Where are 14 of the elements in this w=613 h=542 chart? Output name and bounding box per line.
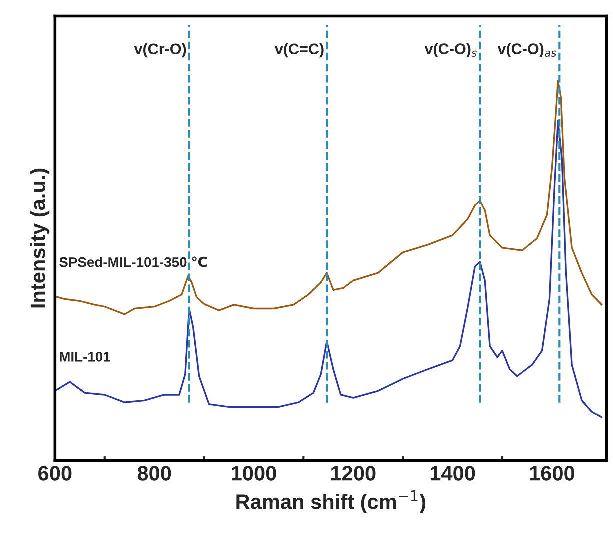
series-label: SPSed-MIL-101-350 ℃ [60,256,208,268]
x-tick-label: 600 [38,466,72,481]
ref-line-label: v(Cr-O) [134,43,186,58]
x-tick-label: 800 [138,466,172,481]
ref-line-label: v(C-O)$_{as}$ [498,43,556,58]
x-tick-label: 1200 [332,466,376,481]
x-tick-label: 1400 [430,466,476,481]
y-axis-title: Intensity (a.u.) [30,168,50,308]
ref-line-label: v(C=C) [274,43,324,58]
ref-line-label: v(C-O)$_{s}$ [424,43,477,58]
x-tick-label: 1000 [232,466,276,481]
x-axis-title: Raman shift (cm$^{−1}$) [236,490,426,514]
series-label: MIL-101 [60,352,110,362]
x-tick-label: 1600 [530,466,575,481]
